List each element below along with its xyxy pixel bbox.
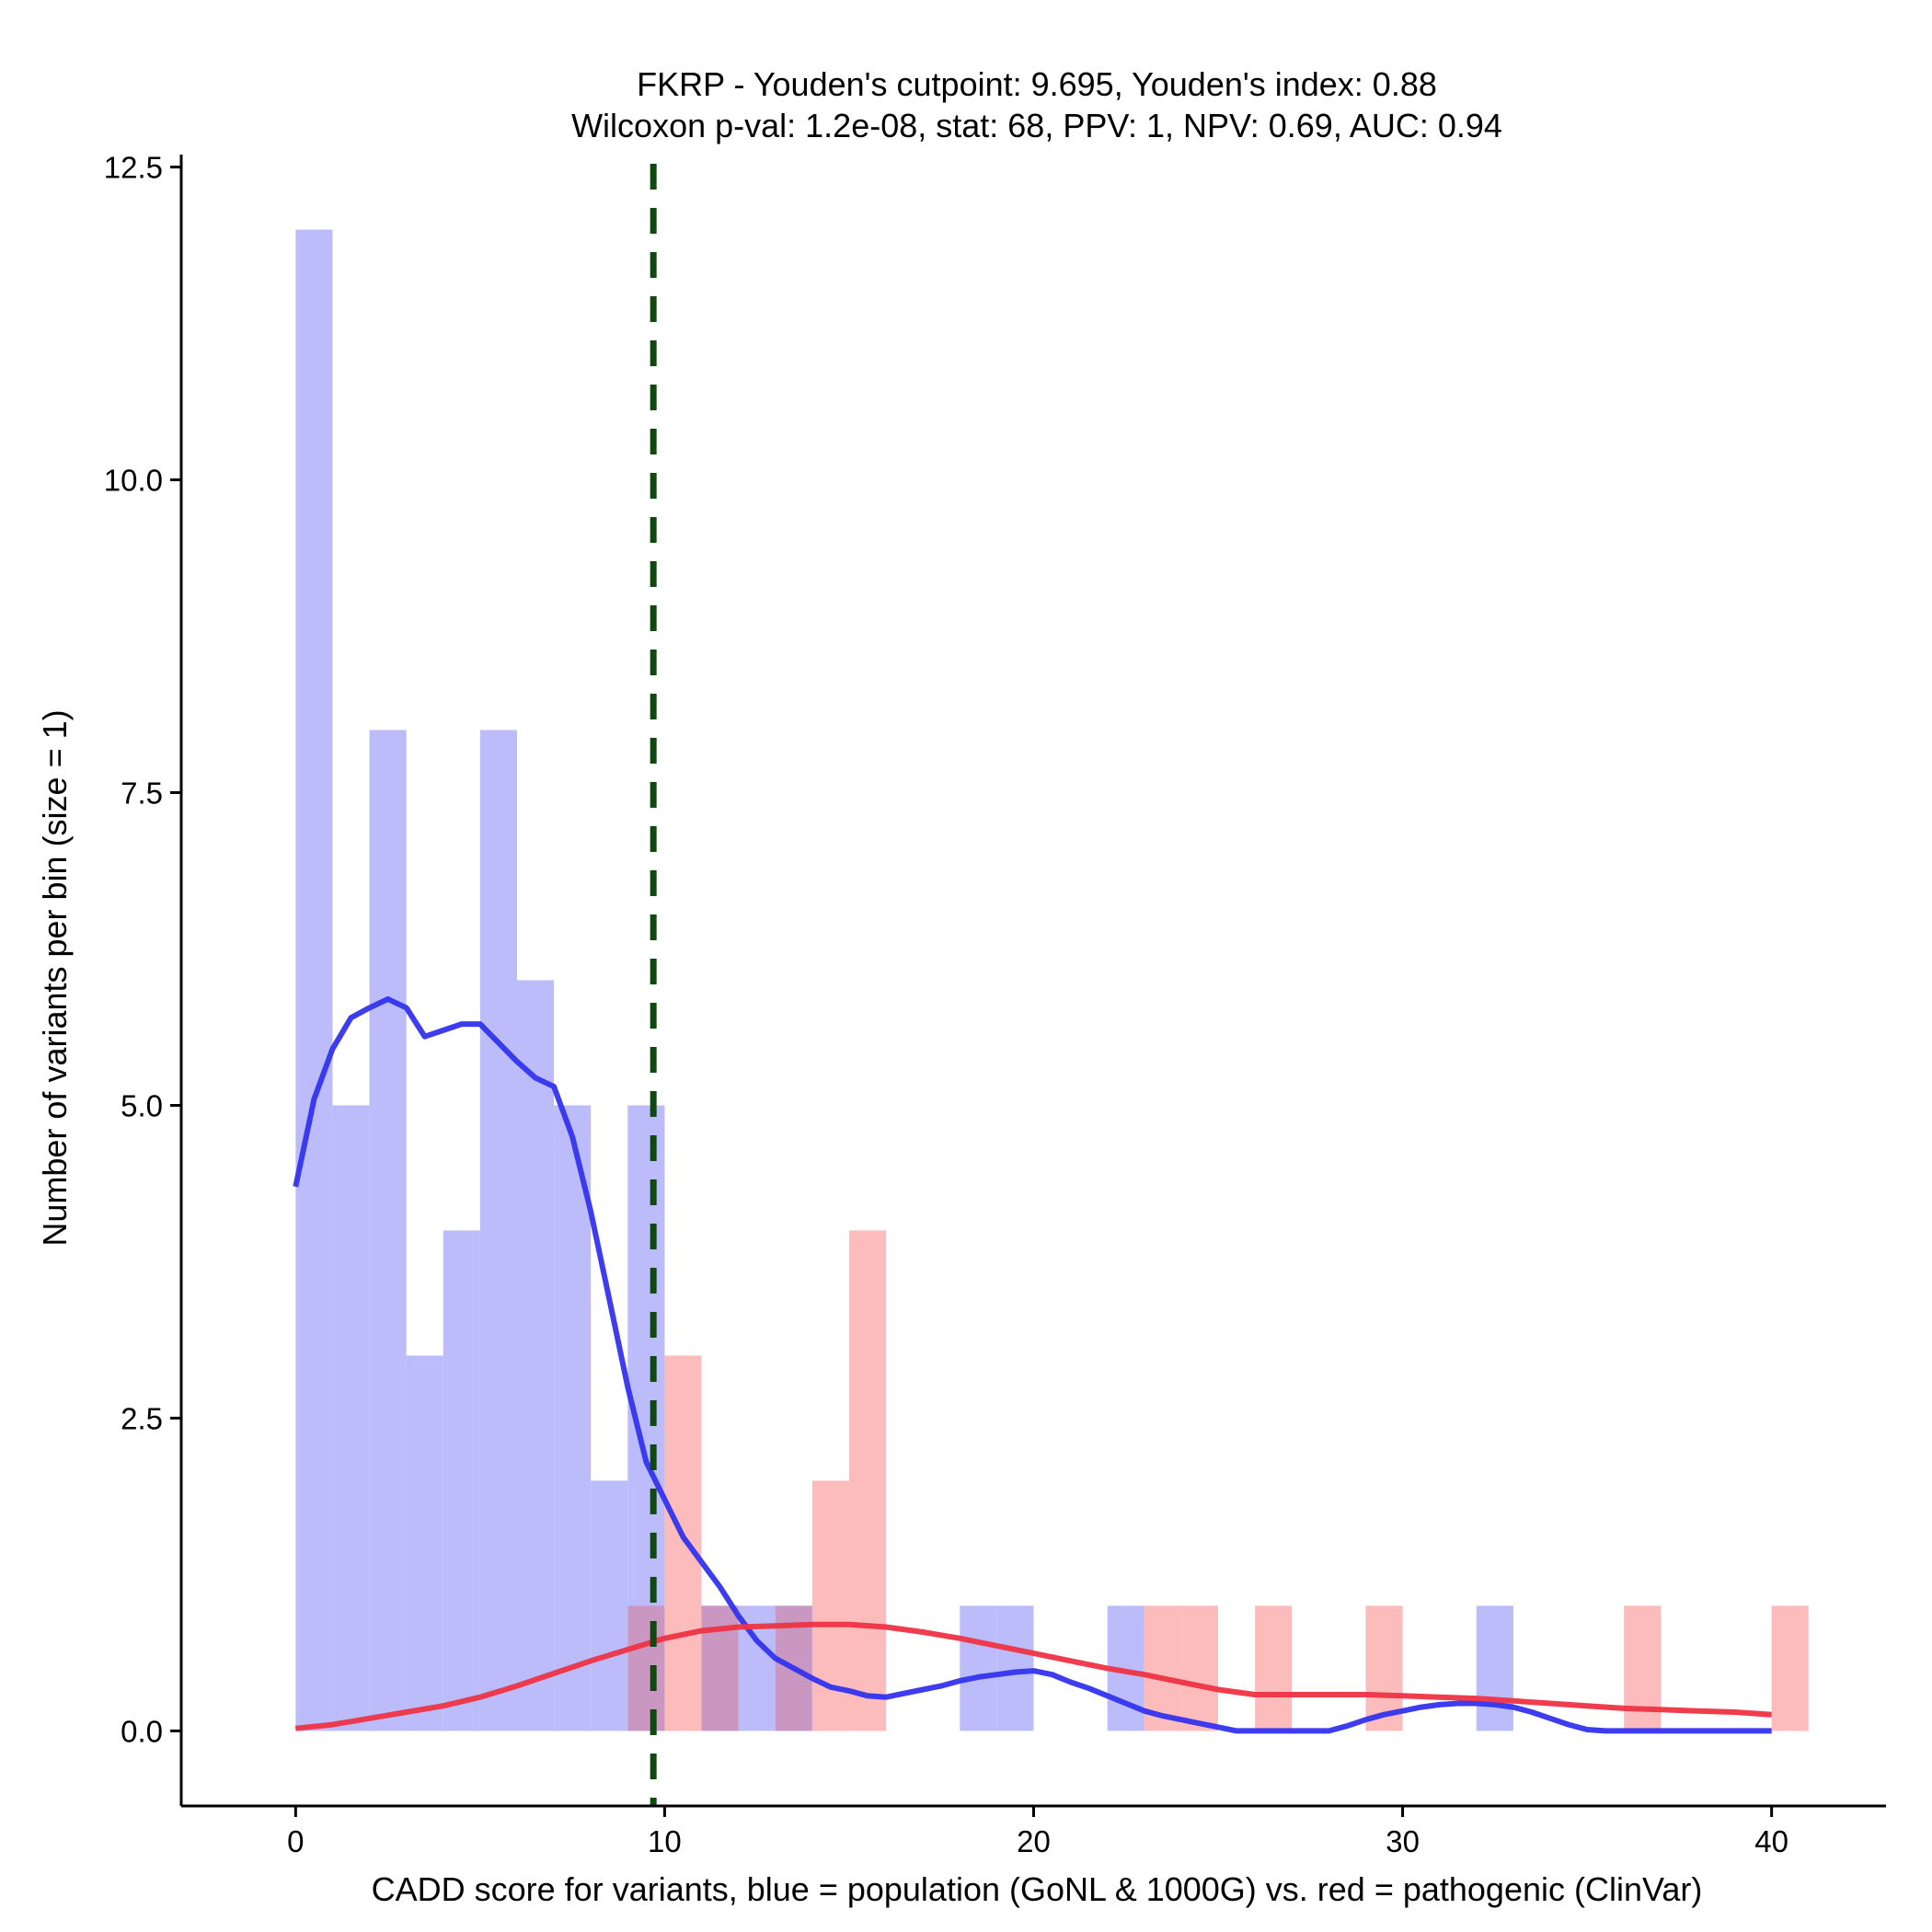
population-bar bbox=[443, 1230, 480, 1731]
x-tick-label: 0 bbox=[287, 1824, 304, 1858]
pathogenic-bar bbox=[1255, 1605, 1293, 1731]
x-tick-label: 10 bbox=[648, 1824, 682, 1858]
pathogenic-bar bbox=[1180, 1605, 1219, 1731]
density-curves bbox=[293, 995, 1772, 1734]
x-tick-label: 20 bbox=[1017, 1824, 1051, 1858]
y-tick-label: 0.0 bbox=[121, 1714, 163, 1748]
y-tick-label: 10.0 bbox=[104, 464, 163, 498]
population-density-line bbox=[293, 995, 1772, 1734]
population-bar bbox=[554, 1105, 592, 1731]
y-tick-label: 7.5 bbox=[121, 776, 163, 811]
overlap-bar bbox=[627, 1605, 665, 1731]
population-bar bbox=[295, 229, 333, 1731]
chart-title-line-2: Wilcoxon p-val: 1.2e-08, stat: 68, PPV: … bbox=[571, 107, 1502, 144]
population-bar bbox=[591, 1480, 628, 1731]
x-tick-label: 30 bbox=[1386, 1824, 1420, 1858]
pathogenic-bar bbox=[1771, 1605, 1809, 1731]
population-bar bbox=[960, 1605, 997, 1731]
population-bar bbox=[406, 1355, 443, 1731]
population-bar bbox=[332, 1105, 370, 1731]
histogram-bars bbox=[295, 229, 1809, 1731]
x-tick-label: 40 bbox=[1754, 1824, 1788, 1858]
population-bar bbox=[479, 730, 517, 1731]
pathogenic-density-line bbox=[294, 1621, 1772, 1731]
pathogenic-bar bbox=[664, 1355, 702, 1731]
population-bar bbox=[369, 730, 407, 1731]
ticks: 0 10 20 30 40 0.0 2.5 5.0 7.5 10.0 12.5 bbox=[104, 151, 1788, 1858]
x-axis-label: CADD score for variants, blue = populati… bbox=[372, 1870, 1703, 1908]
y-tick-label: 2.5 bbox=[121, 1401, 163, 1435]
chart-title-line-1: FKRP - Youden's cutpoint: 9.695, Youden'… bbox=[637, 65, 1437, 103]
population-bar bbox=[996, 1605, 1034, 1731]
population-bar bbox=[516, 980, 555, 1731]
pathogenic-bar bbox=[848, 1230, 887, 1731]
y-axis-label: Number of variants per bin (size = 1) bbox=[36, 709, 74, 1246]
y-tick-label: 12.5 bbox=[104, 151, 163, 185]
y-tick-label: 5.0 bbox=[121, 1088, 163, 1122]
overlap-bar bbox=[701, 1605, 739, 1731]
pathogenic-bar bbox=[811, 1480, 849, 1731]
population-bar bbox=[1476, 1605, 1513, 1731]
